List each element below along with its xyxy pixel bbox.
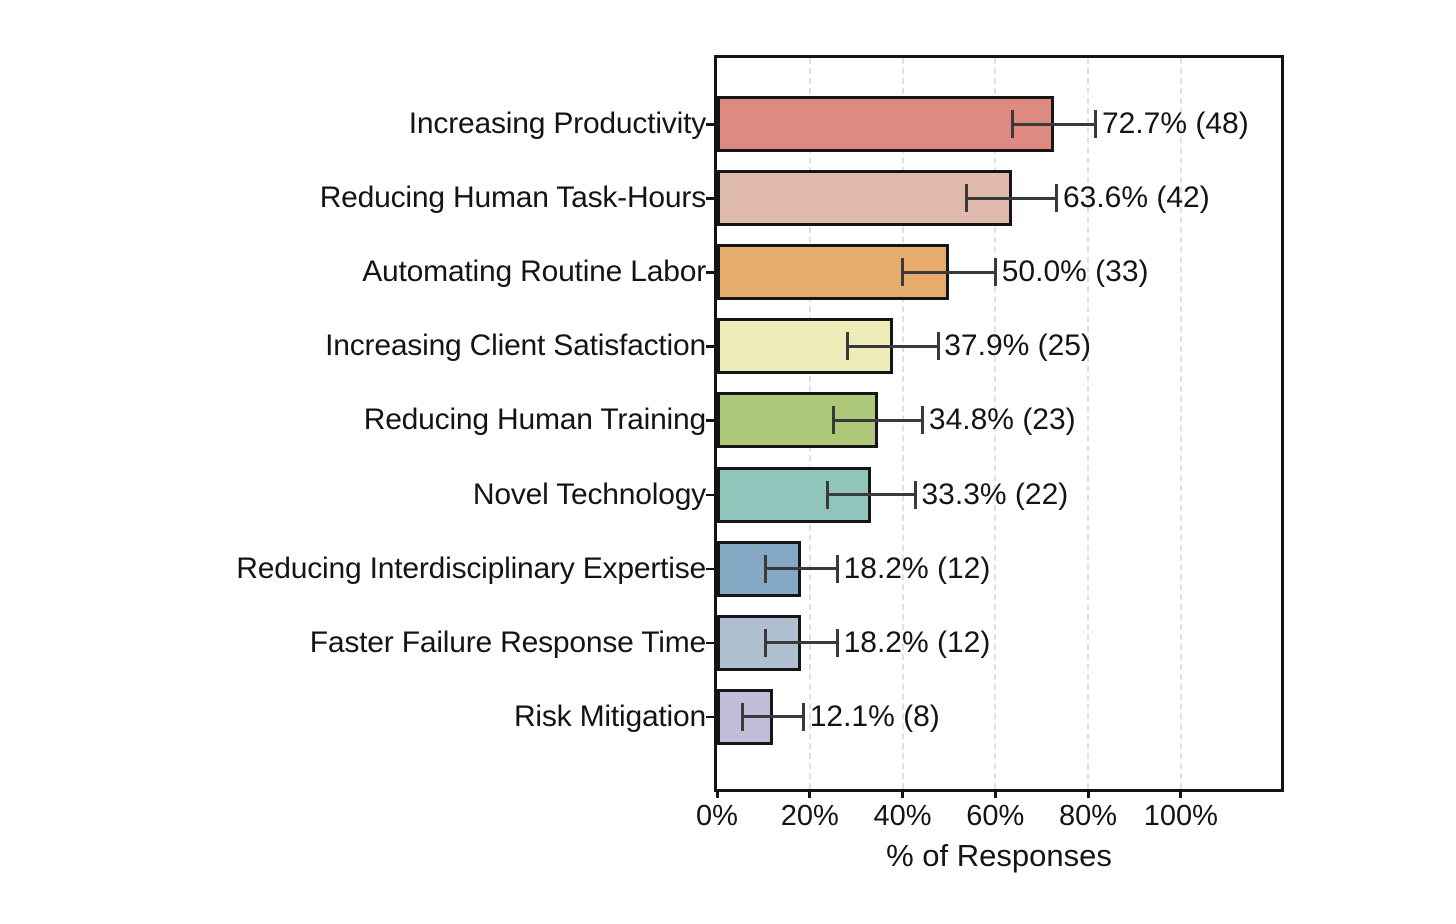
value-label-risk-mitigation: 12.1% (8) <box>809 699 940 733</box>
x-tick-80 <box>1086 789 1090 798</box>
x-tick-100 <box>1179 789 1183 798</box>
x-tick-40 <box>901 789 905 798</box>
value-label-reducing-human-task-hours: 63.6% (42) <box>1062 181 1210 215</box>
category-label-novel-technology: Novel Technology <box>472 477 706 511</box>
bar-reducing-human-training <box>717 392 879 449</box>
error-cap-hi-reducing-interdisciplinary-expertise <box>836 554 840 583</box>
category-label-increasing-client-satisfaction: Increasing Client Satisfaction <box>325 329 706 363</box>
error-cap-hi-reducing-human-task-hours <box>1055 184 1059 213</box>
error-cap-lo-faster-failure-response-time <box>763 628 767 657</box>
error-cap-lo-increasing-client-satisfaction <box>845 332 849 361</box>
x-tick-label-20: 20% <box>780 800 839 832</box>
error-bar-reducing-interdisciplinary-expertise <box>765 567 838 571</box>
error-cap-hi-reducing-human-training <box>921 406 925 435</box>
error-bar-increasing-productivity <box>1012 122 1096 126</box>
category-label-automating-routine-labor: Automating Routine Labor <box>362 255 706 289</box>
error-bar-faster-failure-response-time <box>765 641 838 645</box>
x-tick-label-40: 40% <box>873 800 932 832</box>
error-cap-hi-novel-technology <box>914 480 917 509</box>
x-tick-0 <box>715 789 719 798</box>
x-tick-label-80: 80% <box>1059 800 1118 832</box>
value-label-reducing-human-training: 34.8% (23) <box>928 403 1076 437</box>
error-bar-reducing-human-training <box>833 418 923 422</box>
category-label-reducing-human-training: Reducing Human Training <box>363 403 706 437</box>
error-cap-hi-increasing-productivity <box>1094 110 1098 138</box>
error-cap-hi-faster-failure-response-time <box>836 628 840 657</box>
x-tick-label-100: 100% <box>1143 800 1218 832</box>
error-cap-lo-automating-routine-labor <box>900 258 904 287</box>
error-cap-hi-automating-routine-labor <box>994 258 998 287</box>
y-tick-risk-mitigation <box>706 715 714 719</box>
value-label-increasing-productivity: 72.7% (48) <box>1101 107 1249 140</box>
plot-area <box>714 55 1284 792</box>
error-bar-increasing-client-satisfaction <box>847 344 939 348</box>
y-tick-increasing-client-satisfaction <box>706 345 714 348</box>
error-cap-hi-risk-mitigation <box>802 702 806 731</box>
category-label-risk-mitigation: Risk Mitigation <box>513 699 706 733</box>
y-tick-reducing-interdisciplinary-expertise <box>706 567 714 571</box>
gridline-60 <box>994 58 997 789</box>
y-tick-novel-technology <box>706 493 714 496</box>
value-label-automating-routine-labor: 50.0% (33) <box>1001 255 1149 289</box>
x-tick-label-0: 0% <box>696 800 738 832</box>
y-tick-increasing-productivity <box>706 123 714 126</box>
gridline-100 <box>1179 58 1182 789</box>
error-cap-lo-novel-technology <box>825 480 829 509</box>
y-tick-automating-routine-labor <box>706 271 714 274</box>
value-label-novel-technology: 33.3% (22) <box>921 477 1069 511</box>
error-cap-lo-reducing-human-training <box>832 406 836 435</box>
value-label-increasing-client-satisfaction: 37.9% (25) <box>944 329 1091 363</box>
y-tick-reducing-human-training <box>706 419 714 422</box>
error-cap-lo-increasing-productivity <box>1010 110 1014 138</box>
gridline-80 <box>1087 58 1090 789</box>
error-cap-hi-increasing-client-satisfaction <box>936 332 940 361</box>
error-cap-lo-risk-mitigation <box>741 702 744 731</box>
error-bar-risk-mitigation <box>742 715 804 719</box>
y-tick-reducing-human-task-hours <box>706 197 714 200</box>
category-label-increasing-productivity: Increasing Productivity <box>408 107 706 140</box>
error-cap-lo-reducing-human-task-hours <box>965 184 969 213</box>
error-bar-automating-routine-labor <box>902 270 996 274</box>
y-tick-faster-failure-response-time <box>706 641 714 645</box>
category-label-reducing-human-task-hours: Reducing Human Task-Hours <box>319 181 706 215</box>
x-tick-20 <box>808 789 812 798</box>
gridline-40 <box>901 58 904 789</box>
value-label-faster-failure-response-time: 18.2% (12) <box>843 625 991 659</box>
error-bar-novel-technology <box>827 493 916 496</box>
error-bar-reducing-human-task-hours <box>966 196 1057 200</box>
category-label-faster-failure-response-time: Faster Failure Response Time <box>309 625 706 659</box>
x-axis-title: % of Responses <box>886 838 1112 873</box>
value-label-reducing-interdisciplinary-expertise: 18.2% (12) <box>843 551 991 585</box>
error-cap-lo-reducing-interdisciplinary-expertise <box>763 554 767 583</box>
x-tick-label-60: 60% <box>966 800 1025 832</box>
x-tick-60 <box>993 789 997 798</box>
bar-increasing-productivity <box>717 96 1055 152</box>
category-label-reducing-interdisciplinary-expertise: Reducing Interdisciplinary Expertise <box>236 551 706 585</box>
